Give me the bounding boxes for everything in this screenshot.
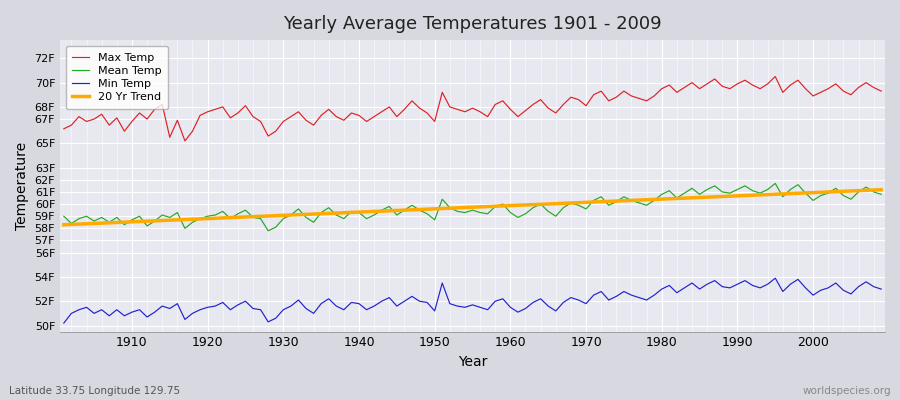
- Line: 20 Yr Trend: 20 Yr Trend: [64, 190, 881, 225]
- Max Temp: [505, 107, 516, 112]
- Max Temp: [770, 74, 780, 79]
- 20 Yr Trend: [498, 204, 508, 208]
- Text: worldspecies.org: worldspecies.org: [803, 386, 891, 396]
- X-axis label: Year: Year: [458, 355, 487, 369]
- Max Temp: [58, 126, 69, 131]
- 20 Yr Trend: [505, 203, 516, 208]
- Min Temp: [119, 313, 130, 318]
- Y-axis label: Temperature: Temperature: [15, 142, 29, 230]
- Max Temp: [293, 109, 304, 114]
- Min Temp: [770, 276, 780, 280]
- Max Temp: [512, 114, 523, 119]
- Min Temp: [876, 287, 886, 292]
- Line: Min Temp: Min Temp: [64, 278, 881, 323]
- 20 Yr Trend: [331, 211, 342, 216]
- Max Temp: [603, 98, 614, 103]
- Max Temp: [338, 118, 349, 123]
- Mean Temp: [263, 228, 274, 233]
- Mean Temp: [512, 215, 523, 220]
- 20 Yr Trend: [876, 187, 886, 192]
- Max Temp: [119, 129, 130, 134]
- Min Temp: [331, 304, 342, 308]
- Min Temp: [498, 296, 508, 301]
- Mean Temp: [876, 192, 886, 197]
- Mean Temp: [338, 216, 349, 221]
- 20 Yr Trend: [119, 220, 130, 224]
- Text: Latitude 33.75 Longitude 129.75: Latitude 33.75 Longitude 129.75: [9, 386, 180, 396]
- Line: Mean Temp: Mean Temp: [64, 184, 881, 231]
- Max Temp: [179, 138, 190, 143]
- 20 Yr Trend: [596, 199, 607, 204]
- 20 Yr Trend: [285, 213, 296, 218]
- Line: Max Temp: Max Temp: [64, 76, 881, 141]
- Mean Temp: [505, 210, 516, 215]
- Min Temp: [505, 305, 516, 310]
- Max Temp: [876, 89, 886, 94]
- Legend: Max Temp, Mean Temp, Min Temp, 20 Yr Trend: Max Temp, Mean Temp, Min Temp, 20 Yr Tre…: [66, 46, 168, 109]
- 20 Yr Trend: [58, 222, 69, 227]
- Mean Temp: [603, 203, 614, 208]
- Min Temp: [58, 321, 69, 326]
- Min Temp: [596, 289, 607, 294]
- Mean Temp: [770, 181, 780, 186]
- Title: Yearly Average Temperatures 1901 - 2009: Yearly Average Temperatures 1901 - 2009: [284, 15, 662, 33]
- Mean Temp: [293, 206, 304, 211]
- Min Temp: [285, 304, 296, 308]
- Mean Temp: [119, 222, 130, 227]
- Mean Temp: [58, 214, 69, 219]
